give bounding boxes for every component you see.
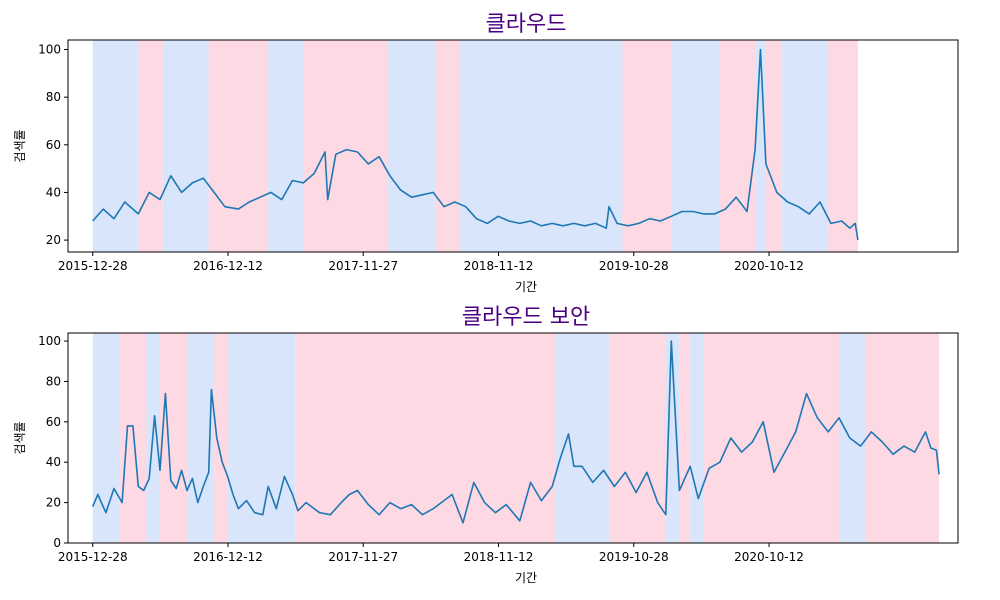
x-tick-label: 2017-11-27 (328, 550, 398, 564)
x-tick-label: 2015-12-28 (58, 259, 128, 273)
trend-band-rise (719, 40, 756, 252)
trend-band-fall (671, 40, 720, 252)
trend-band-fall (460, 40, 623, 252)
trend-band-rise (138, 40, 163, 252)
x-axis: 2015-12-28 2016-12-12 2017-11-27 2018-11-12… (58, 252, 804, 273)
trend-band-rise (214, 333, 228, 543)
y-axis-label: 검색률 (13, 421, 27, 454)
x-axis-label: 기간 (515, 571, 537, 585)
trend-band-rise (435, 40, 461, 252)
trend-band-fall (162, 40, 209, 252)
chart-cloud-security: 클라우드 보안 0 20 40 60 80 100 2015-12-28 2016-12-1… (13, 305, 959, 585)
chart-title: 클라우드 (486, 12, 567, 37)
series-group (92, 48, 859, 241)
y-tick-label: 60 (46, 138, 61, 152)
x-tick-label: 2016-12-12 (193, 550, 263, 564)
x-tick-label: 2016-12-12 (193, 259, 263, 273)
trend-band-fall (690, 333, 704, 543)
trend-band-rise (159, 333, 188, 543)
x-tick-label: 2020-10-12 (734, 259, 804, 273)
trend-band-fall (268, 40, 304, 252)
plot-frame (67, 39, 959, 253)
trend-band-fall (387, 40, 436, 252)
chart-title: 클라우드 보안 (462, 305, 590, 330)
trend-band-rise (208, 40, 269, 252)
x-tick-label: 2018-11-12 (464, 550, 534, 564)
trend-band-fall (92, 40, 139, 252)
y-tick-label: 40 (46, 455, 61, 469)
trend-band-fall (92, 333, 120, 543)
y-axis: 0 20 40 60 80 100 (38, 334, 68, 550)
series-line (92, 48, 859, 241)
plot-frame (67, 332, 959, 544)
y-tick-label: 100 (38, 334, 61, 348)
y-axis: 20 40 60 80 100 (38, 43, 68, 247)
trend-band-fall (782, 40, 829, 252)
trend-bands (92, 333, 940, 543)
y-tick-label: 60 (46, 415, 61, 429)
trend-band-rise (679, 333, 691, 543)
series-line (91, 340, 940, 524)
trend-band-fall (755, 40, 766, 252)
trend-band-rise (765, 40, 783, 252)
trend-band-rise (295, 333, 555, 543)
x-tick-label: 2019-10-28 (599, 550, 669, 564)
trend-band-rise (828, 40, 858, 252)
y-tick-label: 20 (46, 496, 61, 510)
trend-band-fall (554, 333, 610, 543)
y-axis-label: 검색률 (13, 129, 27, 162)
trend-band-rise (303, 40, 388, 252)
y-tick-label: 80 (46, 374, 61, 388)
x-tick-label: 2017-11-27 (328, 259, 398, 273)
trend-band-rise (119, 333, 147, 543)
y-tick-label: 40 (46, 185, 61, 199)
trend-band-fall (838, 333, 867, 543)
y-tick-label: 20 (46, 233, 61, 247)
y-tick-label: 80 (46, 90, 61, 104)
series-group (91, 340, 940, 524)
x-tick-label: 2018-11-12 (464, 259, 534, 273)
x-axis-label: 기간 (515, 280, 537, 294)
trend-band-rise (609, 333, 666, 543)
x-tick-label: 2015-12-28 (58, 550, 128, 564)
trend-band-fall (227, 333, 296, 543)
x-axis: 2015-12-28 2016-12-12 2017-11-27 2018-11-12… (58, 543, 804, 564)
trend-band-rise (622, 40, 672, 252)
trend-bands (92, 40, 858, 252)
x-tick-label: 2020-10-12 (734, 550, 804, 564)
x-tick-label: 2019-10-28 (599, 259, 669, 273)
y-tick-label: 0 (53, 536, 61, 550)
y-tick-label: 100 (38, 43, 61, 57)
trend-band-rise (703, 333, 839, 543)
